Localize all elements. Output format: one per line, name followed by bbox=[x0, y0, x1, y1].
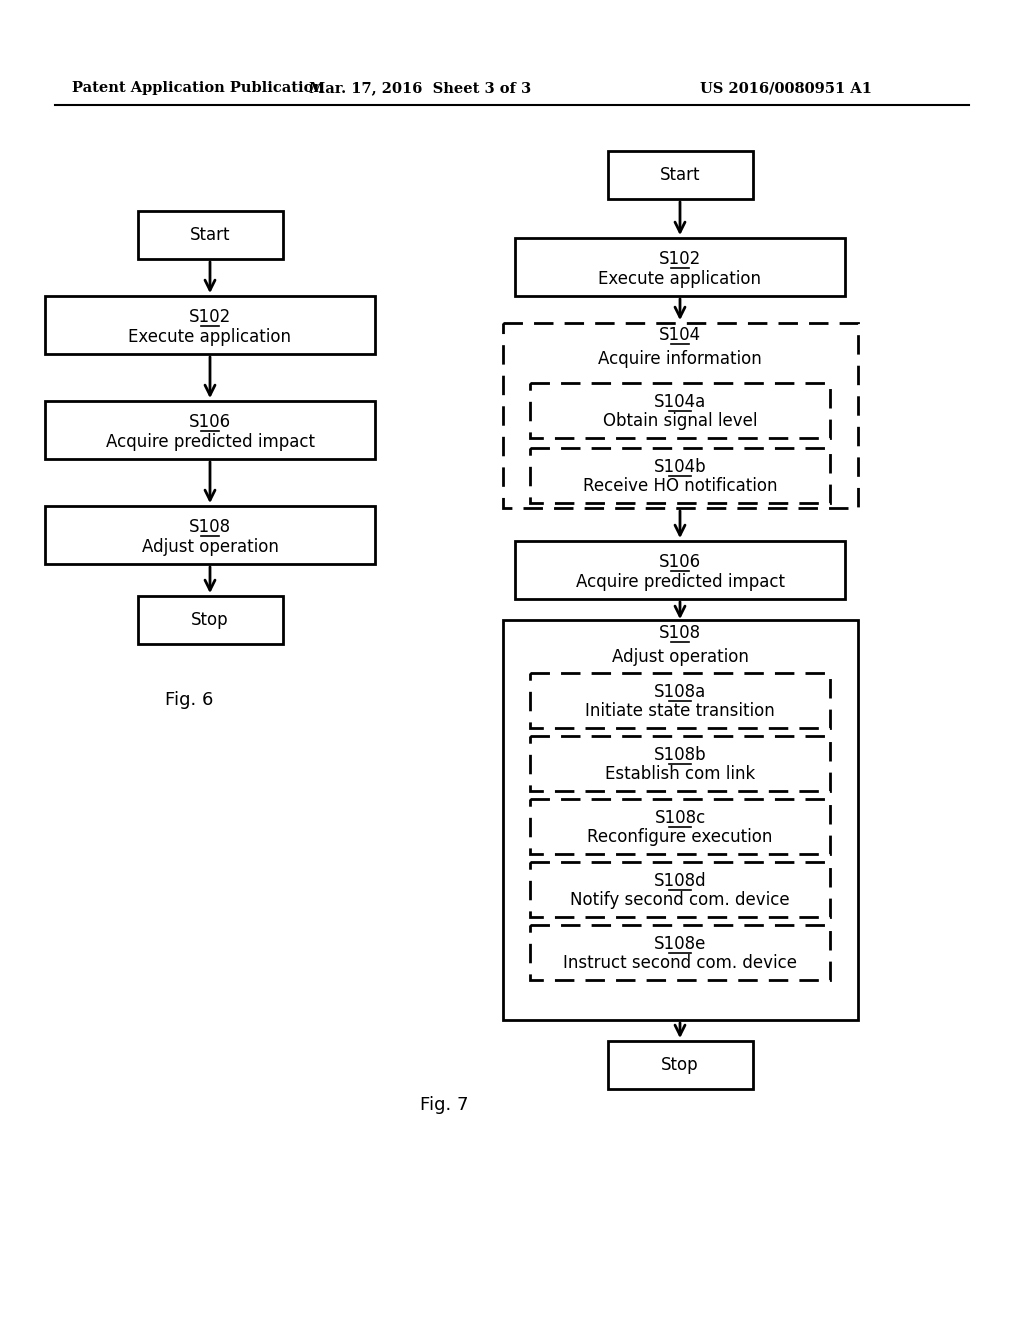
Text: Acquire predicted impact: Acquire predicted impact bbox=[105, 433, 314, 450]
Bar bbox=[530, 672, 830, 727]
Text: S104a: S104a bbox=[654, 393, 707, 412]
Bar bbox=[137, 597, 283, 644]
Text: S104b: S104b bbox=[653, 458, 707, 477]
Bar bbox=[503, 322, 857, 507]
Bar bbox=[515, 541, 845, 599]
Text: Execute application: Execute application bbox=[598, 269, 762, 288]
Bar bbox=[45, 506, 375, 564]
Text: Notify second com. device: Notify second com. device bbox=[570, 891, 790, 909]
Text: Fig. 6: Fig. 6 bbox=[165, 690, 213, 709]
Bar bbox=[515, 238, 845, 296]
Text: Stop: Stop bbox=[662, 1056, 698, 1074]
Text: Adjust operation: Adjust operation bbox=[141, 537, 279, 556]
Text: S108d: S108d bbox=[653, 873, 707, 890]
Text: S108: S108 bbox=[189, 517, 231, 536]
Bar bbox=[530, 735, 830, 791]
Text: Instruct second com. device: Instruct second com. device bbox=[563, 954, 797, 972]
Text: US 2016/0080951 A1: US 2016/0080951 A1 bbox=[700, 81, 872, 95]
Bar bbox=[607, 150, 753, 199]
Bar bbox=[530, 799, 830, 854]
Text: S104: S104 bbox=[658, 326, 701, 345]
Bar bbox=[607, 1041, 753, 1089]
Text: S108e: S108e bbox=[653, 936, 707, 953]
Bar bbox=[45, 296, 375, 354]
Bar bbox=[530, 924, 830, 979]
Text: Acquire predicted impact: Acquire predicted impact bbox=[575, 573, 784, 590]
Text: Execute application: Execute application bbox=[128, 327, 292, 346]
Text: S108: S108 bbox=[658, 624, 701, 642]
Bar bbox=[137, 211, 283, 259]
Bar bbox=[530, 383, 830, 437]
Text: Stop: Stop bbox=[191, 611, 228, 630]
Text: Mar. 17, 2016  Sheet 3 of 3: Mar. 17, 2016 Sheet 3 of 3 bbox=[309, 81, 531, 95]
Text: S108b: S108b bbox=[653, 746, 707, 764]
Bar bbox=[530, 862, 830, 916]
Text: Start: Start bbox=[659, 166, 700, 183]
Text: S106: S106 bbox=[189, 413, 231, 430]
Text: Acquire information: Acquire information bbox=[598, 350, 762, 368]
Text: Obtain signal level: Obtain signal level bbox=[603, 412, 758, 430]
Text: Fig. 7: Fig. 7 bbox=[420, 1096, 469, 1114]
Text: Receive HO notification: Receive HO notification bbox=[583, 477, 777, 495]
Text: S102: S102 bbox=[188, 308, 231, 326]
Bar bbox=[503, 620, 857, 1020]
Text: Establish com link: Establish com link bbox=[605, 766, 755, 783]
Text: Patent Application Publication: Patent Application Publication bbox=[72, 81, 324, 95]
Text: S102: S102 bbox=[658, 249, 701, 268]
Text: S106: S106 bbox=[658, 553, 701, 570]
Text: S108a: S108a bbox=[654, 684, 707, 701]
Text: Reconfigure execution: Reconfigure execution bbox=[588, 828, 773, 846]
Bar bbox=[530, 447, 830, 503]
Text: Adjust operation: Adjust operation bbox=[611, 648, 749, 667]
Text: Start: Start bbox=[189, 226, 230, 244]
Text: Initiate state transition: Initiate state transition bbox=[585, 702, 775, 719]
Text: S108c: S108c bbox=[654, 809, 706, 828]
Bar bbox=[45, 401, 375, 459]
